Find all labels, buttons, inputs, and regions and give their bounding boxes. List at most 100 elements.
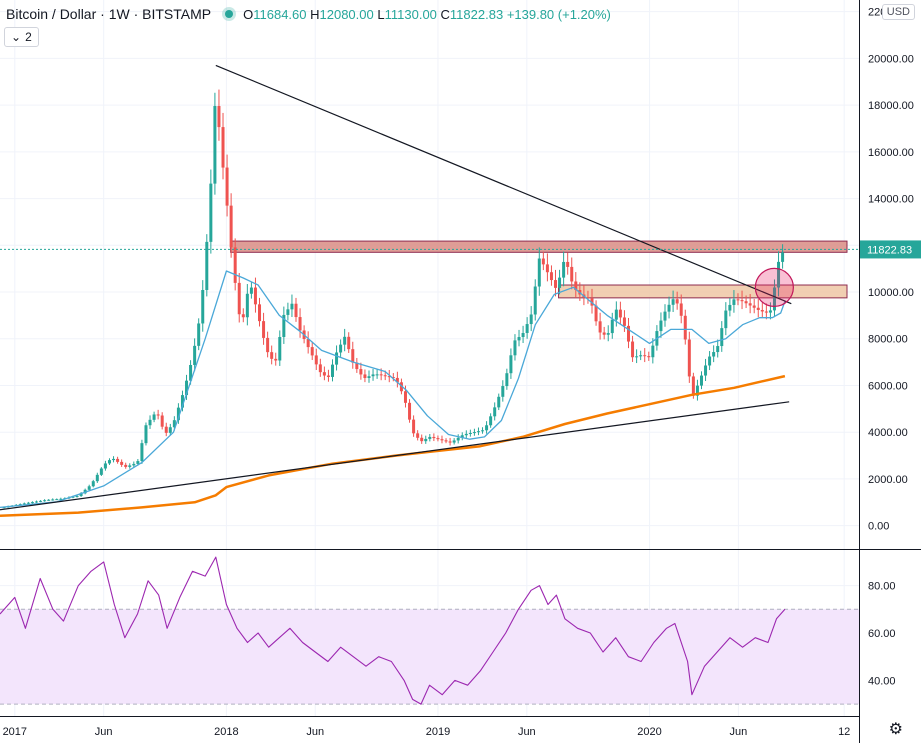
price-tick-label: 20000.00 xyxy=(868,53,914,65)
candle-body xyxy=(258,304,262,322)
candle-body xyxy=(322,372,326,376)
candle-body xyxy=(164,426,168,433)
candle-body xyxy=(34,501,38,503)
candle-body xyxy=(748,303,752,306)
price-tick-label: 6000.00 xyxy=(868,380,908,392)
candle-body xyxy=(549,272,553,281)
candle-body xyxy=(444,440,448,442)
price-tick-label: 2000.00 xyxy=(868,474,908,486)
candle-body xyxy=(724,310,728,329)
candle-body xyxy=(764,311,768,313)
candle-body xyxy=(30,502,34,504)
currency-badge[interactable]: USD xyxy=(881,4,915,20)
candle-body xyxy=(140,443,144,462)
candle-body xyxy=(622,317,626,326)
candle-body xyxy=(416,433,420,438)
candle-body xyxy=(286,309,290,315)
candle-body xyxy=(371,374,375,377)
candle-body xyxy=(233,247,237,283)
candle-body xyxy=(501,386,505,397)
candle-body xyxy=(136,461,140,464)
candle-body xyxy=(716,346,720,353)
candle-body xyxy=(290,303,294,310)
candle-body xyxy=(744,301,748,304)
chevron-down-icon: ⌄ xyxy=(11,30,22,44)
candle-body xyxy=(375,374,379,376)
candle-body xyxy=(99,468,103,475)
time-tick-label: Jun xyxy=(95,726,113,738)
candle-body xyxy=(39,500,43,502)
symbol-title[interactable]: Bitcoin / Dollar · 1W · BITSTAMP xyxy=(6,6,212,22)
candle-body xyxy=(197,323,201,346)
rsi-band xyxy=(0,608,859,705)
price-tick-label: 4000.00 xyxy=(868,427,908,439)
indicators-toggle-button[interactable]: ⌄ 2 xyxy=(4,27,39,47)
candle-body xyxy=(205,241,209,290)
candle-body xyxy=(221,127,225,168)
rsi-tick-label: 80.00 xyxy=(868,581,896,593)
candle-body xyxy=(249,287,253,294)
candle-body xyxy=(472,432,476,434)
time-tick-label: 12 xyxy=(838,726,850,738)
candle-body xyxy=(26,502,30,504)
high-value: 12080.00 xyxy=(319,6,374,22)
candle-body xyxy=(91,481,95,487)
candle-body xyxy=(756,307,760,310)
candle-body xyxy=(363,374,367,379)
candle-body xyxy=(468,432,472,434)
candle-body xyxy=(485,425,489,431)
candle-body xyxy=(213,106,217,184)
time-tick-label: 2020 xyxy=(637,726,661,738)
candle-body xyxy=(112,458,116,461)
rsi-tick-label: 60.00 xyxy=(868,628,896,640)
highlight-circle xyxy=(754,267,794,307)
candle-body xyxy=(185,380,189,396)
candle-body xyxy=(95,474,99,482)
gear-icon[interactable]: ⚙ xyxy=(888,721,903,738)
candle-body xyxy=(225,167,229,206)
candle-body xyxy=(772,287,776,311)
candle-body xyxy=(408,402,412,420)
candle-body xyxy=(505,373,509,387)
candle-body xyxy=(740,300,744,302)
candle-body xyxy=(704,365,708,376)
candle-body xyxy=(193,345,197,365)
candle-body xyxy=(160,415,164,427)
candle-body xyxy=(282,314,286,337)
candle-body xyxy=(237,282,241,315)
candle-body xyxy=(128,465,132,467)
candle-body xyxy=(610,319,614,334)
candle-body xyxy=(107,460,111,464)
candle-body xyxy=(476,431,480,433)
time-tick-label: 2019 xyxy=(426,726,450,738)
candle-body xyxy=(387,376,391,378)
candle-body xyxy=(314,355,318,365)
candle-body xyxy=(47,499,51,501)
candle-body xyxy=(497,396,501,408)
candle-body xyxy=(43,500,47,502)
price-tick-label: 14000.00 xyxy=(868,194,914,206)
candle-body xyxy=(148,419,152,426)
candle-body xyxy=(120,461,124,465)
candle-body xyxy=(22,503,26,505)
ohlc-readout: O11684.60 H12080.00 L11130.00 C11822.83 … xyxy=(243,7,611,22)
candle-body xyxy=(116,458,120,462)
candle-body xyxy=(278,336,282,361)
grid-lines xyxy=(0,0,859,716)
candle-body xyxy=(245,293,249,318)
candle-body xyxy=(217,106,221,128)
candle-body xyxy=(330,364,334,377)
candle-body xyxy=(691,376,695,396)
candle-body xyxy=(383,375,387,377)
candle-body xyxy=(651,345,655,358)
candle-body xyxy=(209,183,213,242)
candle-body xyxy=(598,321,602,333)
candle-body xyxy=(310,347,314,356)
candle-body xyxy=(412,419,416,434)
candle-body xyxy=(59,498,63,500)
candle-body xyxy=(201,289,205,324)
candle-body xyxy=(440,439,444,441)
indicator-lines xyxy=(0,64,859,705)
ma-slow-line xyxy=(0,374,786,518)
